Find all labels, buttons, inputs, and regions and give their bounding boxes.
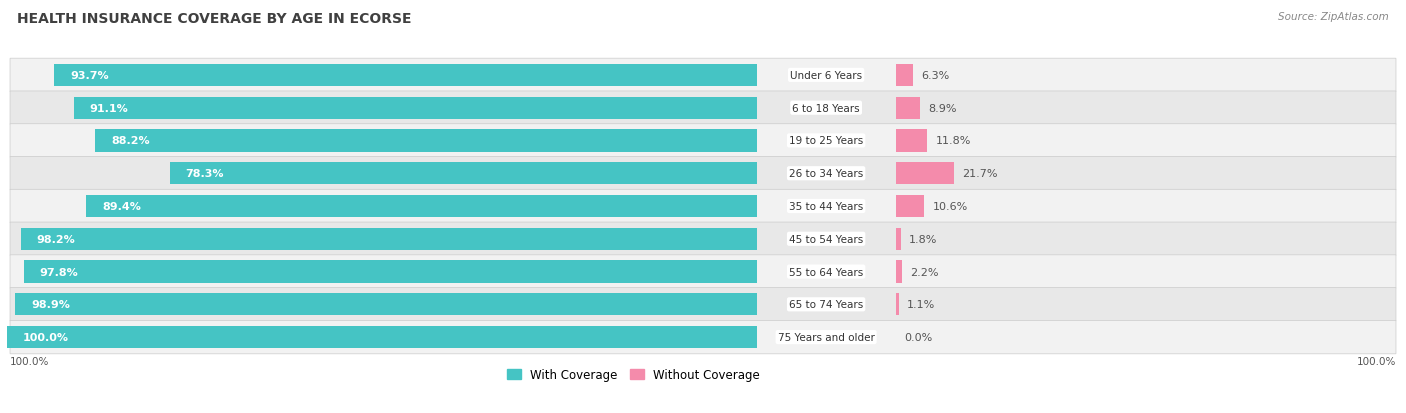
Bar: [170, 163, 756, 185]
FancyBboxPatch shape: [10, 59, 1396, 93]
FancyBboxPatch shape: [10, 92, 1396, 125]
Bar: [896, 97, 920, 119]
Bar: [7, 326, 756, 349]
Text: 26 to 34 Years: 26 to 34 Years: [789, 169, 863, 179]
Bar: [896, 294, 898, 316]
Text: Source: ZipAtlas.com: Source: ZipAtlas.com: [1278, 12, 1389, 22]
Text: 100.0%: 100.0%: [10, 356, 49, 366]
Bar: [896, 261, 901, 283]
Text: 78.3%: 78.3%: [186, 169, 224, 179]
FancyBboxPatch shape: [10, 288, 1396, 321]
Text: 98.2%: 98.2%: [37, 234, 76, 244]
Text: 2.2%: 2.2%: [910, 267, 939, 277]
FancyBboxPatch shape: [10, 190, 1396, 223]
Text: 45 to 54 Years: 45 to 54 Years: [789, 234, 863, 244]
Bar: [896, 195, 924, 218]
Text: 19 to 25 Years: 19 to 25 Years: [789, 136, 863, 146]
Text: 100.0%: 100.0%: [1357, 356, 1396, 366]
Text: 11.8%: 11.8%: [936, 136, 972, 146]
Text: 98.9%: 98.9%: [31, 299, 70, 310]
Text: 10.6%: 10.6%: [932, 202, 967, 211]
Text: 0.0%: 0.0%: [904, 332, 932, 342]
Bar: [15, 294, 756, 316]
Text: 100.0%: 100.0%: [22, 332, 69, 342]
Text: 1.1%: 1.1%: [907, 299, 935, 310]
FancyBboxPatch shape: [10, 255, 1396, 289]
Text: 6 to 18 Years: 6 to 18 Years: [793, 103, 860, 114]
Text: Under 6 Years: Under 6 Years: [790, 71, 862, 81]
Text: 75 Years and older: 75 Years and older: [778, 332, 875, 342]
Text: HEALTH INSURANCE COVERAGE BY AGE IN ECORSE: HEALTH INSURANCE COVERAGE BY AGE IN ECOR…: [17, 12, 412, 26]
Text: 6.3%: 6.3%: [921, 71, 949, 81]
Bar: [87, 195, 756, 218]
Text: 88.2%: 88.2%: [111, 136, 150, 146]
Bar: [24, 261, 756, 283]
Text: 93.7%: 93.7%: [70, 71, 108, 81]
Bar: [96, 130, 756, 152]
FancyBboxPatch shape: [10, 157, 1396, 190]
Text: 65 to 74 Years: 65 to 74 Years: [789, 299, 863, 310]
Text: 91.1%: 91.1%: [90, 103, 128, 114]
Text: 97.8%: 97.8%: [39, 267, 79, 277]
Bar: [21, 228, 756, 250]
Bar: [896, 163, 953, 185]
Text: 21.7%: 21.7%: [962, 169, 998, 179]
Bar: [73, 97, 756, 119]
Text: 1.8%: 1.8%: [910, 234, 938, 244]
Text: 8.9%: 8.9%: [928, 103, 956, 114]
Legend: With Coverage, Without Coverage: With Coverage, Without Coverage: [502, 363, 765, 386]
FancyBboxPatch shape: [10, 320, 1396, 354]
Text: 55 to 64 Years: 55 to 64 Years: [789, 267, 863, 277]
Bar: [896, 130, 928, 152]
FancyBboxPatch shape: [10, 223, 1396, 256]
Bar: [896, 228, 901, 250]
FancyBboxPatch shape: [10, 124, 1396, 158]
Bar: [55, 64, 756, 87]
Text: 35 to 44 Years: 35 to 44 Years: [789, 202, 863, 211]
Text: 89.4%: 89.4%: [103, 202, 142, 211]
Bar: [896, 64, 912, 87]
